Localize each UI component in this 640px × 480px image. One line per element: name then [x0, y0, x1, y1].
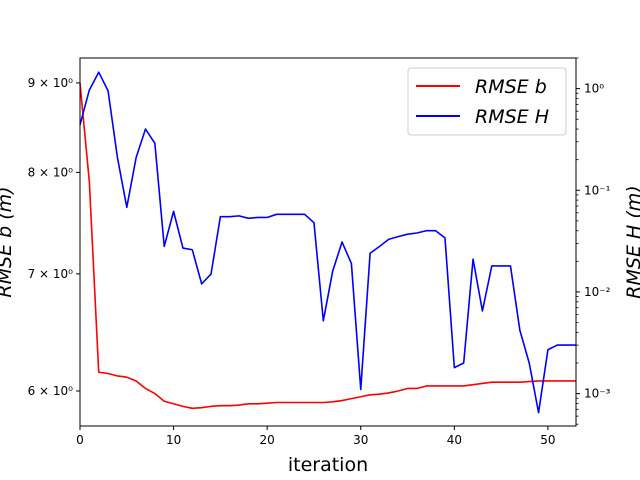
x-tick-label: 50 — [540, 433, 555, 447]
left-y-axis-label: RMSE b (m) — [0, 186, 16, 297]
right-y-ticks: 10⁻³ 10⁻² 10⁻¹ 10⁰ — [576, 57, 611, 425]
plot-lines — [79, 71, 576, 414]
left-y-tick-label: 9 × 10⁰ — [28, 76, 74, 90]
right-y-tick-label: 10⁻² — [584, 285, 611, 299]
right-y-tick-label: 10⁻¹ — [584, 183, 611, 197]
x-axis-label: iteration — [288, 454, 368, 476]
legend-label-rmse-h: RMSE H — [475, 106, 549, 128]
left-y-ticks: 6 × 10⁰ 7 × 10⁰ 8 × 10⁰ 9 × 10⁰ — [28, 76, 80, 398]
right-y-tick-label: 10⁰ — [584, 82, 604, 96]
legend-label-rmse-b: RMSE b — [475, 76, 547, 98]
right-y-tick-label: 10⁻³ — [584, 387, 611, 401]
right-y-axis-label: RMSE H (m) — [623, 185, 640, 298]
x-tick-label: 10 — [166, 433, 181, 447]
x-tick-label: 20 — [260, 433, 275, 447]
x-tick-label: 0 — [76, 433, 84, 447]
series-line-rmse-h — [79, 71, 576, 414]
series-line-rmse-b — [79, 82, 576, 410]
x-tick-label: 30 — [353, 433, 368, 447]
x-ticks: 0 10 20 30 40 50 — [76, 426, 556, 447]
x-tick-label: 40 — [447, 433, 462, 447]
plot-frame — [79, 57, 577, 427]
left-y-tick-label: 7 × 10⁰ — [28, 267, 74, 281]
left-y-tick-label: 6 × 10⁰ — [28, 384, 74, 398]
legend: RMSE b RMSE H — [407, 67, 567, 136]
left-y-tick-label: 8 × 10⁰ — [28, 165, 74, 179]
legend-box — [407, 67, 567, 136]
